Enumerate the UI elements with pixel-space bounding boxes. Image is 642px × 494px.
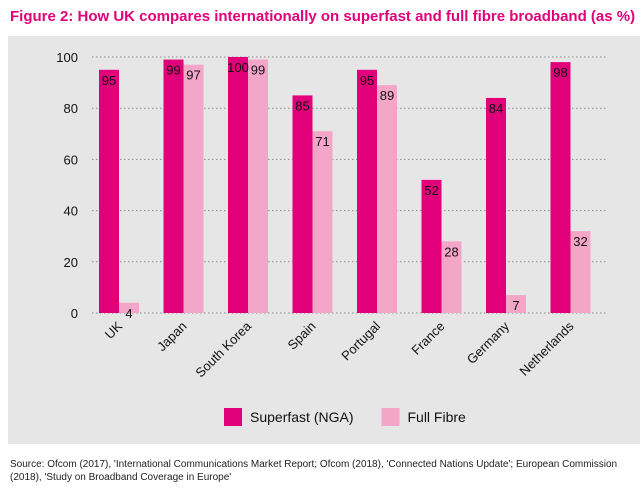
bars	[99, 57, 591, 314]
y-tick-label: 40	[64, 204, 78, 219]
x-tick-label: Netherlands	[516, 318, 577, 379]
data-label-superfast-nga-uk: 95	[102, 73, 116, 88]
bar-full-fibre-uk	[119, 302, 139, 313]
source-note: Source: Ofcom (2017), 'International Com…	[10, 459, 618, 483]
legend-swatch-full-fibre	[381, 408, 400, 426]
data-label-superfast-nga-japan: 99	[166, 63, 180, 78]
y-tick-label: 80	[64, 101, 78, 116]
x-tick-label: UK	[102, 318, 126, 342]
x-axis: UK Japan South Korea Spain Portugal France Ger…	[102, 318, 577, 380]
data-label-full-fibre-japan: 97	[186, 68, 200, 83]
bar-full-fibre-south-korea	[248, 59, 268, 313]
legend-label-superfast-nga: Superfast (NGA)	[250, 409, 353, 425]
data-label-superfast-nga-portugal: 95	[360, 73, 374, 88]
legend-swatch-superfast-nga	[224, 408, 242, 426]
data-label-full-fibre-south-korea: 99	[251, 63, 265, 78]
bar-superfast-nga-uk	[99, 69, 119, 313]
data-label-full-fibre-netherlands: 32	[573, 234, 587, 249]
data-label-superfast-nga-south-korea: 100	[227, 60, 249, 75]
data-label-superfast-nga-netherlands: 98	[553, 65, 567, 80]
y-tick-label: 60	[64, 152, 78, 167]
data-label-full-fibre-germany: 7	[512, 298, 519, 313]
bar-full-fibre-spain	[312, 131, 333, 313]
data-label-full-fibre-uk: 4	[125, 306, 132, 321]
chart-panel: 95 4 99 97 100 99 85 71 95 89 52 28 84 7 98 32 0 20 40 60 8…	[8, 36, 640, 444]
x-tick-label: Spain	[285, 319, 319, 353]
data-label-superfast-nga-france: 52	[424, 183, 438, 198]
bar-full-fibre-japan	[183, 64, 204, 314]
legend: Superfast (NGA) Full Fibre	[224, 408, 466, 426]
data-label-full-fibre-portugal: 89	[380, 88, 394, 103]
bar-superfast-nga-south-korea	[228, 57, 248, 313]
x-tick-label: Germany	[464, 318, 513, 367]
y-tick-label: 0	[71, 306, 78, 321]
x-tick-label: France	[408, 319, 447, 358]
data-label-full-fibre-spain: 71	[315, 134, 329, 149]
data-label-superfast-nga-spain: 85	[295, 98, 309, 113]
y-axis: 0 20 40 60 80 100	[56, 50, 78, 321]
legend-label-full-fibre: Full Fibre	[407, 409, 466, 425]
x-tick-label: Portugal	[338, 318, 383, 363]
bar-full-fibre-germany	[506, 295, 526, 313]
figure-title: Figure 2: How UK compares internationall…	[10, 8, 636, 25]
data-label-superfast-nga-germany: 84	[489, 101, 503, 116]
bar-superfast-nga-japan	[163, 59, 184, 313]
bar-superfast-nga-portugal	[357, 69, 377, 313]
x-tick-label: Japan	[154, 319, 190, 355]
data-label-full-fibre-france: 28	[444, 244, 458, 259]
bar-superfast-nga-netherlands	[550, 62, 571, 314]
bar-superfast-nga-spain	[292, 95, 313, 314]
bar-full-fibre-portugal	[377, 85, 397, 313]
y-tick-label: 100	[56, 50, 78, 65]
y-tick-label: 20	[64, 255, 78, 270]
bar-superfast-nga-france	[421, 179, 442, 313]
bar-full-fibre-netherlands	[570, 231, 591, 313]
bar-full-fibre-france	[441, 241, 462, 313]
x-tick-label: South Korea	[192, 318, 254, 380]
bar-superfast-nga-germany	[486, 97, 506, 314]
